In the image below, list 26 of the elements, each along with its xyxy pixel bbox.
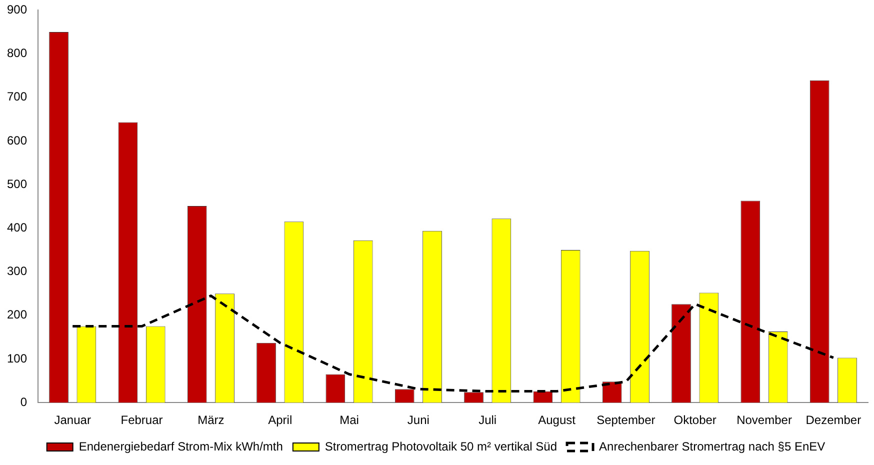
x-tick-label: April <box>268 413 292 428</box>
y-tick-label: 600 <box>6 133 28 148</box>
y-tick-label: 800 <box>6 46 28 60</box>
y-tick-label: 300 <box>6 264 28 278</box>
y-tick-label: 400 <box>6 220 28 235</box>
x-tick-label: Mai <box>340 413 359 428</box>
x-tick-label: Oktober <box>674 413 716 428</box>
legend-label: Stromertrag Photovoltaik 50 m² vertikal Süd <box>324 439 558 454</box>
x-tick-label: Juli <box>478 413 497 428</box>
x-tick-label: Januar <box>54 413 91 428</box>
x-tick-label: März <box>198 413 224 428</box>
legend-label: Endenergiebedarf Strom-Mix kWh/mth <box>78 439 283 454</box>
y-tick-label: 700 <box>6 90 28 104</box>
y-tick-label: 200 <box>6 308 28 322</box>
y-tick-label: 0 <box>20 394 28 409</box>
x-tick-label: Juni <box>407 413 430 428</box>
y-tick-label: 500 <box>6 176 28 191</box>
legend-label: Anrechenbarer Stromertrag nach §5 EnEV <box>599 439 826 454</box>
line-series <box>71 294 835 393</box>
x-tick-label: Dezember <box>806 413 862 428</box>
x-tick-label: Februar <box>120 413 163 428</box>
x-tick-label: September <box>596 413 656 428</box>
x-tick-label: November <box>736 413 792 428</box>
x-tick-label: August <box>538 413 576 428</box>
y-tick-label: 100 <box>6 351 28 366</box>
y-tick-label: 900 <box>6 2 28 17</box>
